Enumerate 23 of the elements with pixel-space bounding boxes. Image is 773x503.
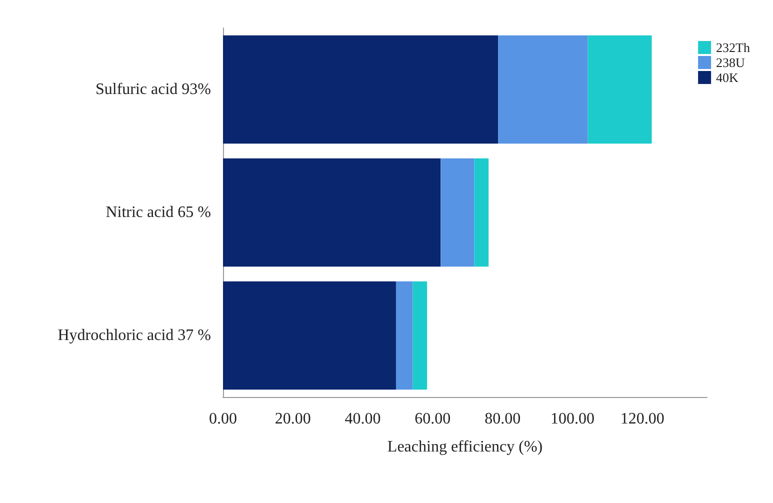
x-tick-label: 120.00 (620, 410, 664, 428)
x-tick-label: 100.00 (550, 410, 594, 428)
bar (440, 158, 474, 267)
bar (498, 35, 588, 144)
bar (412, 281, 428, 390)
bar (588, 35, 652, 144)
x-tick-label: 0.00 (209, 410, 237, 428)
legend-label: 238U (716, 55, 746, 70)
legend-label: 232Th (716, 40, 750, 55)
bar (223, 158, 441, 267)
legend-label: 40K (716, 70, 740, 85)
y-tick-label: Hydrochloric acid 37 % (58, 327, 211, 344)
y-tick-label: Sulfuric acid 93% (95, 81, 211, 98)
bar (474, 158, 489, 267)
x-tick-label: 80.00 (484, 410, 521, 428)
bar (223, 281, 396, 390)
x-tick-label: 20.00 (274, 410, 311, 428)
bar (396, 281, 413, 390)
bar (223, 35, 498, 144)
y-tick-label: Nitric acid 65 % (106, 204, 211, 221)
x-tick-label: 60.00 (414, 410, 451, 428)
x-tick-label: 40.00 (344, 410, 381, 428)
x-axis-title: Leaching efficiency (%) (387, 438, 543, 456)
